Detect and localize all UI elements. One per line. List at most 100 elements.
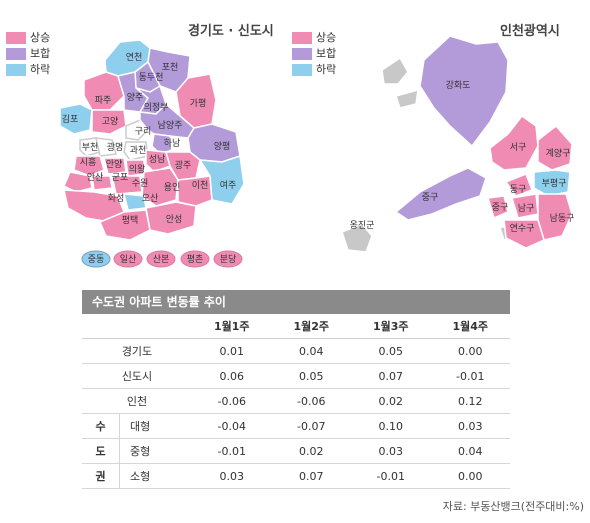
table-cell: 0.00 [430, 463, 510, 489]
table-cell: 0.03 [351, 438, 431, 464]
legend-left: 상승 보합 하락 [6, 30, 50, 78]
table-cell: 0.01 [192, 338, 272, 364]
table-row: 수 대형 -0.04 -0.07 0.10 0.03 [82, 413, 510, 439]
region-bucheon [79, 137, 101, 157]
label-anseong: 안성 [166, 214, 183, 225]
table-cell: 경기도 [82, 338, 192, 364]
label-gapyeong: 가평 [190, 98, 207, 109]
table-cell: 0.00 [430, 338, 510, 364]
maps-area: 상승 보합 하락 경기도 · 신도시 [6, 24, 575, 268]
incheon-map: 강화도 서구 계양구 동구 부평구 중구 남구 남동구 연수구 옹진군 중구 [341, 35, 575, 253]
label-namgu: 남구 [518, 203, 535, 214]
table-cell: 대형 [119, 413, 192, 439]
legend-item-flat: 보합 [6, 46, 50, 62]
region-ganghwa [419, 35, 509, 148]
label-uijeongbu: 의정부 [144, 102, 169, 113]
region-yeoju [198, 155, 245, 205]
table-cell: 도 [82, 438, 121, 464]
source-note: 자료: 부동산뱅크(전주대비:%) [442, 500, 584, 513]
gyeonggi-map: 연천 포천 동두천 파주 양주 의정부 가평 김포 고양 구리 남양주 부천 광… [59, 39, 245, 268]
region-junggu [487, 195, 509, 220]
label-gunpo: 군포 [112, 172, 129, 183]
region-junggu-island [394, 167, 487, 221]
label-junggu: 중구 [492, 202, 509, 213]
label-yangpyeong: 양평 [214, 141, 231, 152]
label-seogu: 서구 [510, 142, 527, 153]
table-cell: 0.06 [192, 363, 272, 389]
label-gwacheon: 과천 [130, 145, 147, 156]
label-ansan: 안산 [87, 172, 104, 183]
table-cell: 0.02 [271, 438, 351, 464]
table-cell: -0.06 [192, 388, 272, 414]
table-cell: 0.07 [351, 363, 431, 389]
label-hanam: 하남 [164, 138, 181, 149]
table-title: 수도권 아파트 변동률 추이 [82, 290, 510, 314]
table-cell: 0.02 [351, 388, 431, 414]
table-cell: 권 [82, 463, 121, 489]
table-cell: 0.10 [351, 413, 431, 439]
label-yeoju: 여주 [220, 179, 237, 191]
table-row: 신도시 0.06 0.05 0.07 -0.01 [82, 363, 510, 389]
label-gyeyang: 계양구 [546, 147, 571, 159]
table-cell: -0.01 [430, 363, 510, 389]
label-uiwang: 의왕 [129, 164, 146, 175]
label-yeonsu: 연수구 [510, 223, 535, 234]
label-suwon: 수원 [132, 178, 149, 189]
label-namdong: 남동구 [550, 213, 575, 224]
table-cell: 0.04 [430, 438, 510, 464]
region-anseong [145, 201, 197, 235]
region-gwacheon [123, 141, 149, 161]
map-title-gyeonggi: 경기도 · 신도시 [188, 24, 274, 39]
table-cell: 0.03 [192, 463, 272, 489]
table-cell: 중형 [119, 438, 192, 464]
region-siheung [73, 155, 105, 177]
region-anyang [103, 157, 127, 175]
region-gimpo [59, 103, 93, 135]
label-bucheon: 부천 [82, 142, 99, 153]
label-goyang: 고양 [102, 116, 119, 127]
legend-item-rise: 상승 [292, 30, 336, 46]
table-cell: -0.01 [192, 438, 272, 464]
label-gwangju: 광주 [175, 159, 192, 171]
legend-item-fall: 하락 [6, 62, 50, 78]
label-osan: 오산 [142, 193, 159, 204]
label-yongin: 용인 [164, 182, 181, 193]
table-row: 도 중형 -0.01 0.02 0.03 0.04 [82, 438, 510, 464]
label-gwangmyeong: 광명 [107, 141, 124, 153]
region-ansan [63, 171, 93, 193]
table-row: 경기도 0.01 0.04 0.05 0.00 [82, 338, 510, 364]
region-gwangmyeong [95, 137, 117, 157]
region-bupyeong [533, 169, 571, 197]
label-hwaseong: 화성 [108, 193, 125, 204]
table-cell: 0.05 [271, 363, 351, 389]
table-header-row: 1월1주 1월2주 1월3주 1월4주 [82, 314, 510, 339]
label-junggu-island: 중구 [422, 192, 439, 203]
badge-sanbon: 산본 [153, 254, 170, 265]
col-week1: 1월1주 [192, 314, 272, 339]
label-seongnam: 성남 [149, 154, 166, 165]
legend-item-flat: 보합 [292, 46, 336, 62]
legend-right: 상승 보합 하락 [292, 30, 336, 78]
region-gunpo [91, 175, 113, 191]
badge-ilsan: 일산 [120, 254, 137, 265]
table-row: 인천 -0.06 -0.06 0.02 0.12 [82, 388, 510, 414]
label-bupyeong: 부평구 [542, 178, 567, 189]
region-yeonsu [503, 219, 545, 249]
table-cell: -0.01 [351, 463, 431, 489]
table-cell [82, 314, 192, 339]
table-cell: 수 [82, 413, 121, 439]
label-dongducheon: 동두천 [139, 72, 164, 83]
legend-item-fall: 하락 [292, 62, 336, 78]
label-namyangju: 남양주 [158, 120, 183, 131]
label-yangju: 양주 [127, 92, 144, 103]
region-donggu [504, 173, 533, 197]
badge-jungdong: 중동 [88, 254, 105, 265]
region-paju [83, 71, 125, 111]
table-cell: -0.07 [271, 413, 351, 439]
label-anyang: 안양 [106, 159, 123, 170]
map-title-incheon: 인천광역시 [500, 24, 560, 39]
col-week2: 1월2주 [271, 314, 351, 339]
label-yeoncheon: 연천 [126, 52, 143, 63]
table-cell: 0.05 [351, 338, 431, 364]
label-donggu: 동구 [510, 184, 527, 195]
